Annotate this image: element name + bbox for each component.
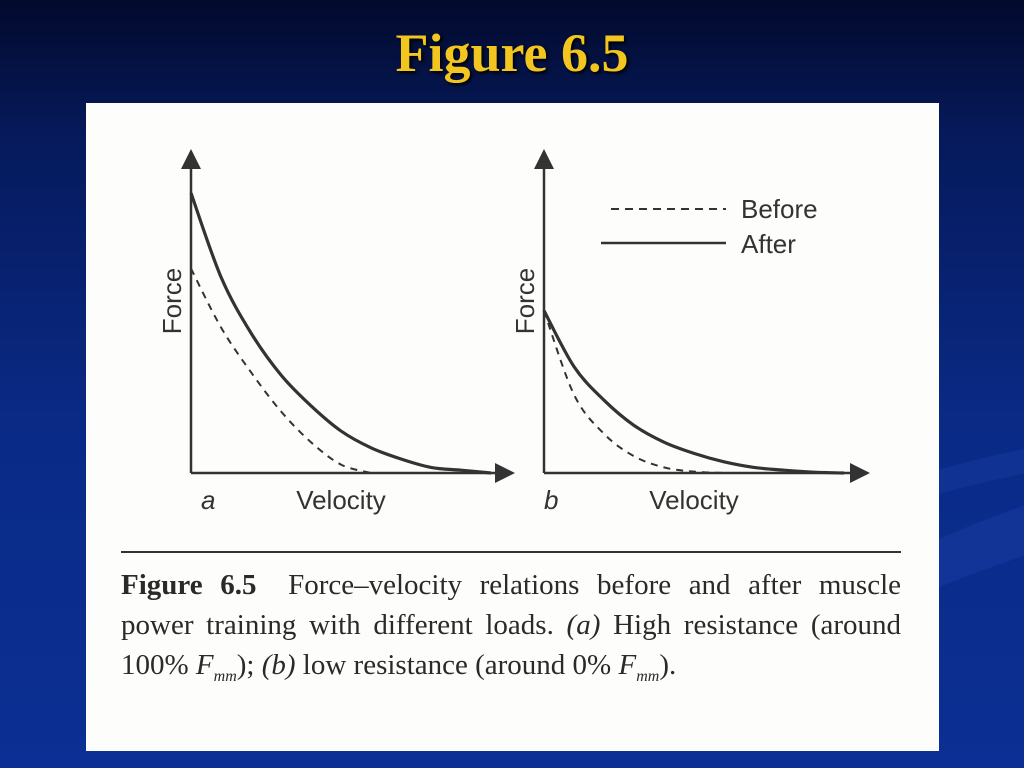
panel-b: Force b Velocity Before After <box>510 149 870 515</box>
legend-before-label: Before <box>741 194 818 224</box>
panel-a-ylabel: Force <box>157 268 187 334</box>
panel-a: Force a Velocity <box>157 149 515 515</box>
caption-fmm-b: Fmm <box>618 649 660 685</box>
legend: Before After <box>601 194 818 259</box>
panel-a-plot <box>189 192 492 475</box>
panel-a-after-curve <box>189 192 492 475</box>
figure-image: Force a Velocity Force b Velocity Before… <box>86 103 939 751</box>
force-velocity-chart: Force a Velocity Force b Velocity Before… <box>157 149 870 515</box>
panel-b-before-curve <box>543 310 725 474</box>
caption-rule <box>121 551 901 553</box>
caption-part-b: (b) <box>261 649 296 681</box>
caption-part-a: (a) <box>566 609 601 641</box>
caption-text-2: High resistance (around 100% <box>121 609 902 681</box>
caption-fmm-a: Fmm <box>195 649 237 685</box>
panel-b-after-curve <box>542 309 845 475</box>
panel-a-xlabel: Velocity <box>296 485 386 515</box>
legend-after-label: After <box>741 229 796 259</box>
panel-b-xlabel: Velocity <box>649 485 739 515</box>
panel-b-label: b <box>544 485 558 515</box>
figure-caption: Figure 6.5 Force–velocity relations befo… <box>121 569 902 685</box>
panel-a-label: a <box>201 485 215 515</box>
panel-a-before-curve <box>190 268 372 474</box>
slide-title: Figure 6.5 <box>395 23 629 83</box>
caption-text-1: Force–velocity relations before and afte… <box>121 569 901 641</box>
panel-b-plot <box>542 309 845 475</box>
caption-text-3: low resistance (around 0% <box>302 649 612 681</box>
caption-label: Figure 6.5 <box>121 569 257 601</box>
panel-b-ylabel: Force <box>510 268 540 334</box>
